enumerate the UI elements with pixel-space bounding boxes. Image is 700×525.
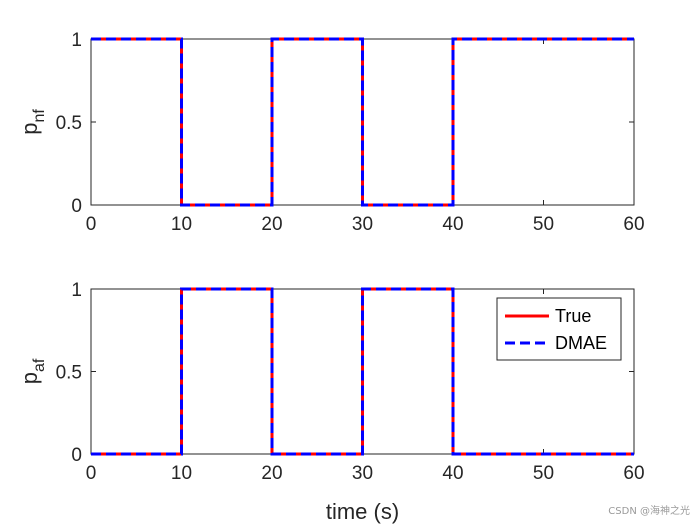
y-axis-label-subscript: af: [31, 358, 48, 372]
x-tick-label: 60: [623, 214, 644, 235]
panel-pnf: 0 10 20 30 40 50 60 0 0.5 1 pnf: [17, 30, 645, 235]
x-tick-label: 40: [442, 463, 463, 484]
x-tick-label: 10: [171, 463, 192, 484]
watermark: CSDN @海神之光: [608, 504, 690, 517]
series-line-dmae: [91, 37, 634, 207]
y-tick-label: 0: [71, 445, 82, 466]
y-axis-label-main: p: [17, 123, 42, 135]
y-axis-label: paf: [17, 358, 48, 384]
y-tick-label: 1: [71, 280, 82, 301]
y-axis-label-subscript: nf: [31, 109, 48, 123]
y-axis-label-main: p: [17, 372, 42, 384]
x-tick-label: 20: [261, 463, 282, 484]
panel-paf: 0 10 20 30 40 50 60 0 0.5 1 paf time (s) True DMAE: [17, 280, 645, 524]
x-tick-label: 50: [533, 214, 554, 235]
x-tick-label: 30: [352, 214, 373, 235]
x-tick-label: 60: [623, 463, 644, 484]
y-tick-label: 0: [71, 196, 82, 217]
x-tick-label: 0: [86, 214, 97, 235]
x-tick-label: 10: [171, 214, 192, 235]
x-tick-label: 50: [533, 463, 554, 484]
y-tick-label: 0.5: [56, 363, 82, 384]
y-axis-label: pnf: [17, 109, 48, 135]
series-line-dmae: [91, 287, 634, 456]
legend-box: [496, 297, 622, 361]
x-tick-label: 20: [261, 214, 282, 235]
y-tick-label: 1: [71, 30, 82, 51]
legend-label-true: True: [555, 306, 591, 326]
x-tick-label: 30: [352, 463, 373, 484]
y-tick-label: 0.5: [56, 113, 82, 134]
x-tick-label: 40: [442, 214, 463, 235]
legend-label-dmae: DMAE: [555, 333, 607, 353]
x-axis-label: time (s): [326, 499, 399, 524]
x-tick-label: 0: [86, 463, 97, 484]
